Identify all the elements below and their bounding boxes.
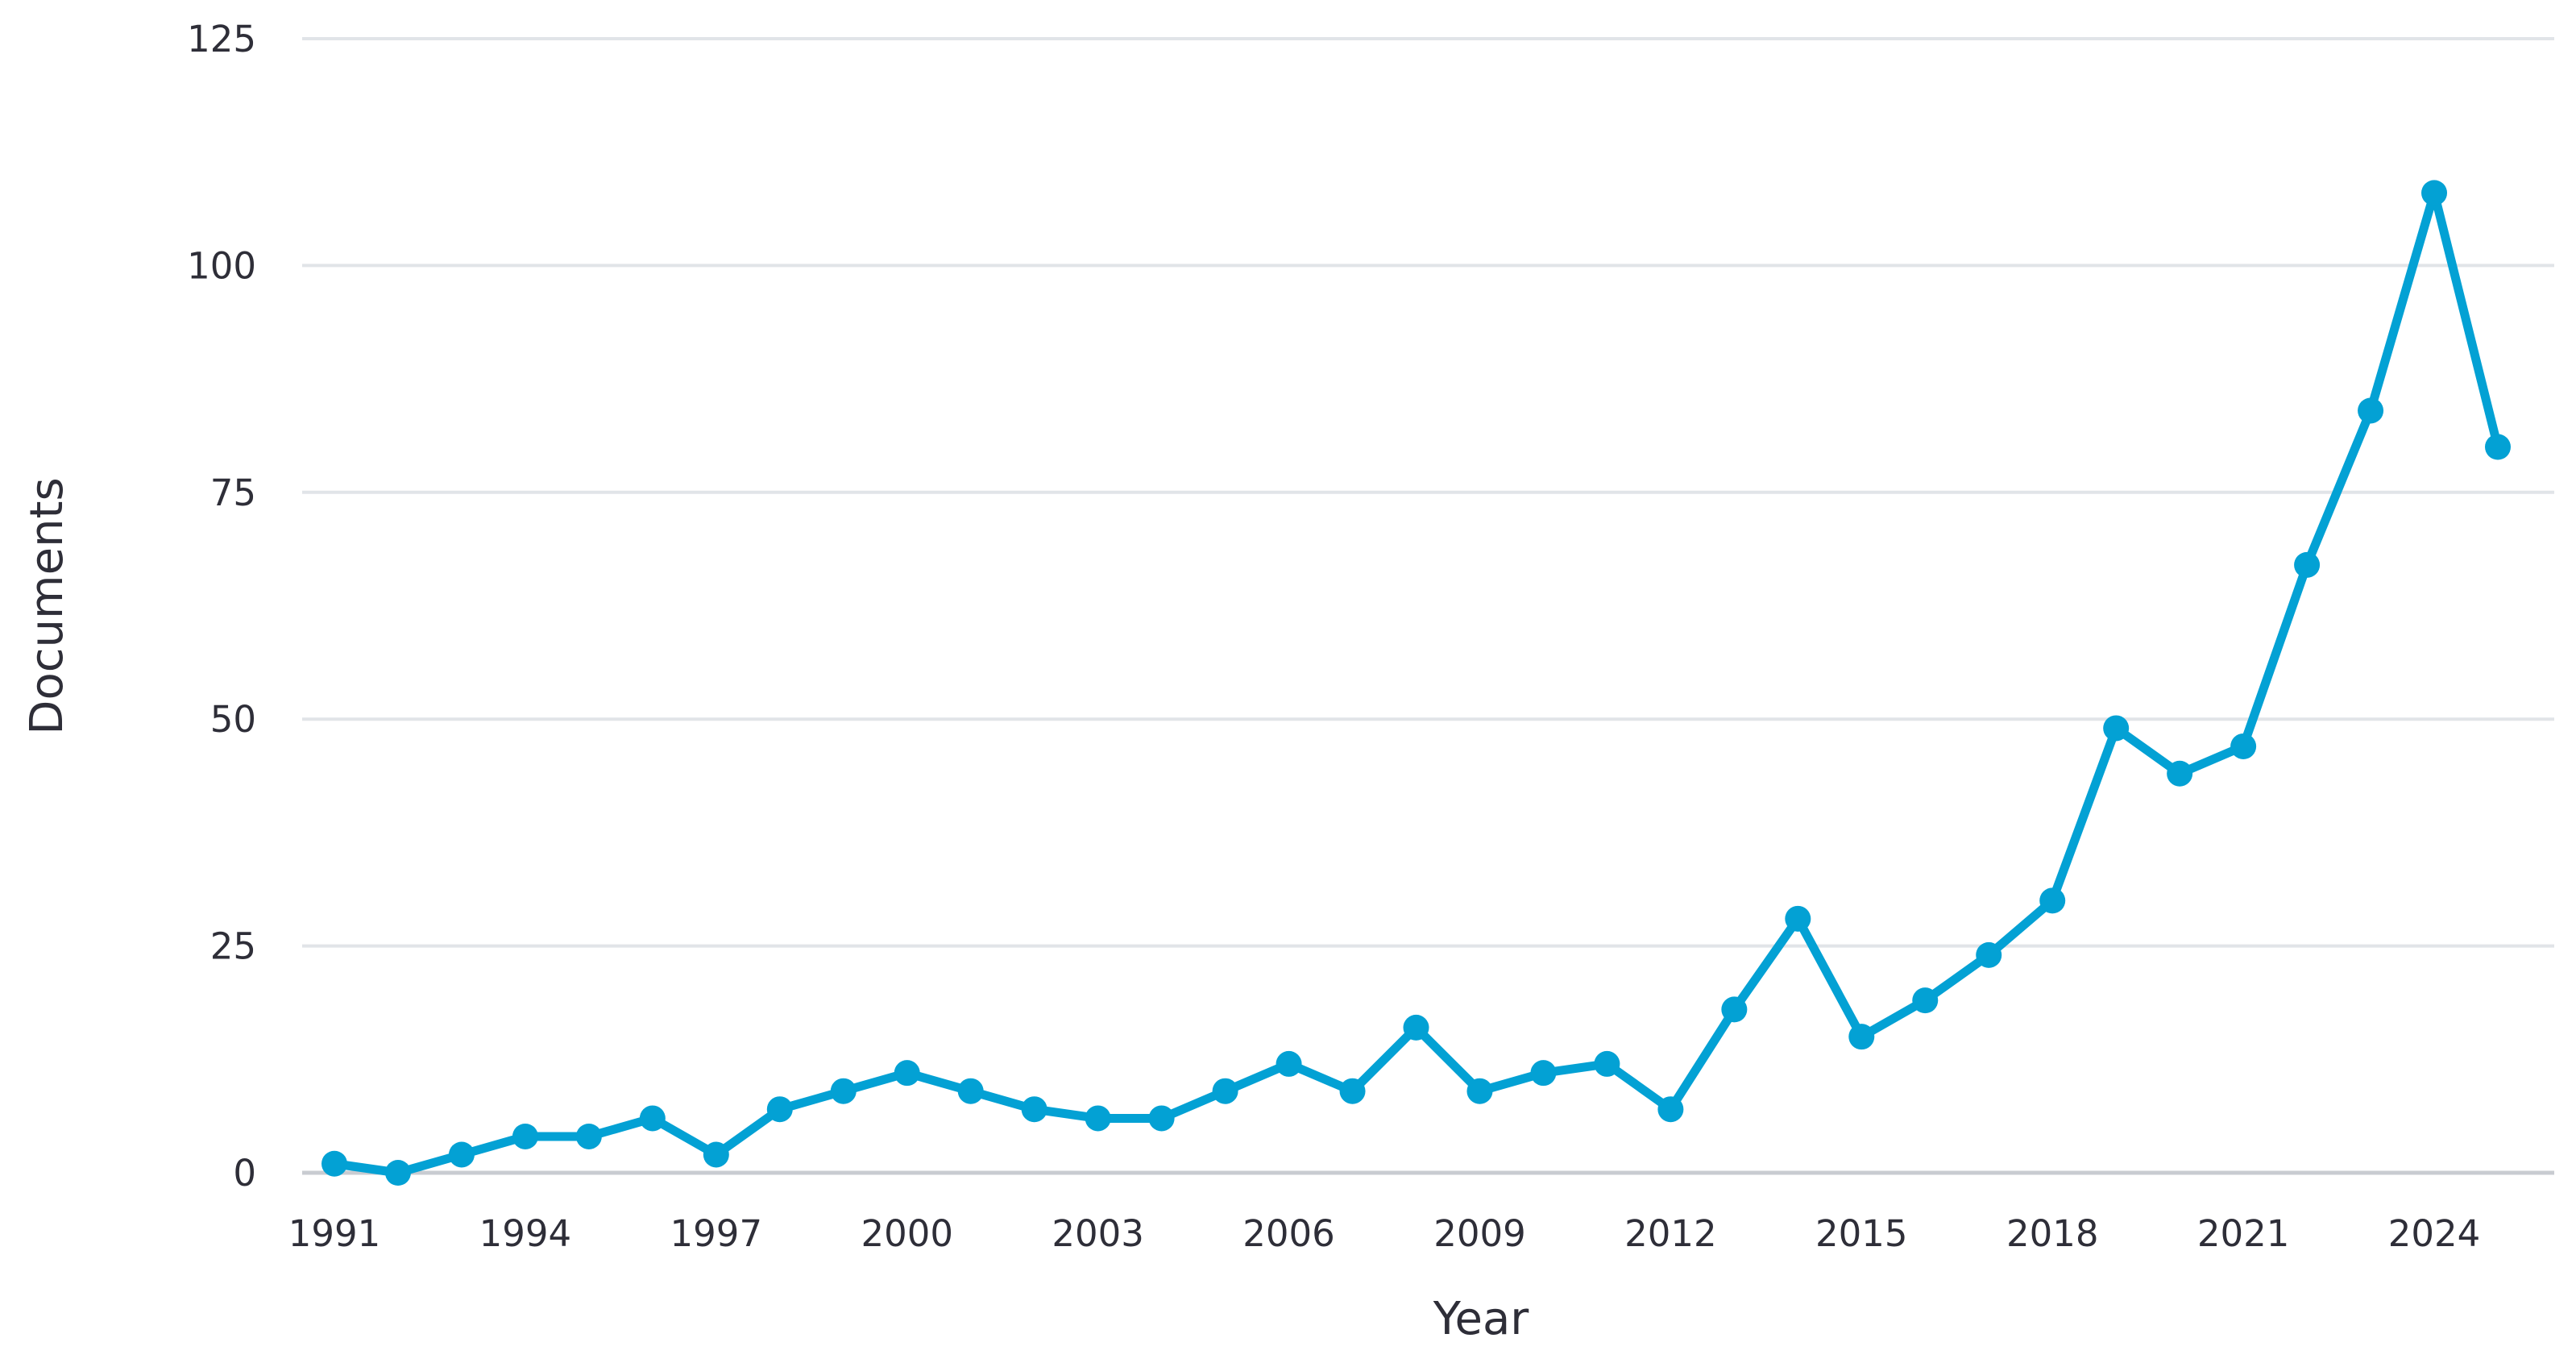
data-point <box>575 1123 602 1149</box>
data-point <box>1530 1060 1557 1087</box>
data-point <box>321 1150 347 1177</box>
x-axis-ticks: 1991 1994 1997 2000 2003 2006 2009 2012 2015 2018… <box>288 1212 2481 1255</box>
data-point <box>703 1141 729 1168</box>
data-point <box>830 1078 857 1104</box>
data-point <box>1785 905 1811 932</box>
data-point <box>448 1141 475 1168</box>
y-axis-ticks: 0 25 50 75 100 125 <box>187 18 256 1195</box>
y-axis-title: Documents <box>21 477 73 734</box>
x-tick-label: 2018 <box>2006 1212 2099 1255</box>
y-tick-label: 0 <box>233 1152 256 1195</box>
x-tick-label: 2024 <box>2388 1212 2481 1255</box>
y-tick-label: 25 <box>210 925 256 968</box>
x-tick-label: 2003 <box>1052 1212 1144 1255</box>
x-tick-label: 1997 <box>670 1212 763 1255</box>
data-point <box>957 1078 984 1104</box>
data-point <box>1976 941 2002 968</box>
gridlines <box>302 37 2554 1175</box>
x-tick-label: 2021 <box>2197 1212 2290 1255</box>
data-point <box>1021 1096 1047 1123</box>
x-tick-label: 2015 <box>1815 1212 1908 1255</box>
data-point <box>2485 434 2511 460</box>
y-tick-label: 125 <box>187 18 256 60</box>
data-point <box>2421 180 2448 206</box>
x-tick-label: 2006 <box>1242 1212 1335 1255</box>
x-tick-label: 1991 <box>288 1212 381 1255</box>
x-tick-label: 1994 <box>479 1212 572 1255</box>
data-point <box>894 1060 920 1087</box>
data-point <box>2358 397 2384 424</box>
y-tick-label: 100 <box>187 244 256 287</box>
data-point <box>639 1105 666 1132</box>
x-tick-label: 2012 <box>1624 1212 1717 1255</box>
data-point <box>1848 1024 1875 1050</box>
data-point <box>1212 1078 1238 1104</box>
data-point <box>1657 1096 1684 1123</box>
data-point <box>2039 887 2066 914</box>
data-point <box>1912 987 1939 1014</box>
data-point <box>2103 715 2130 742</box>
series-layer <box>321 180 2511 1186</box>
x-tick-label: 2009 <box>1433 1212 1526 1255</box>
y-tick-label: 75 <box>210 472 256 514</box>
data-point <box>766 1096 793 1123</box>
data-point <box>1276 1050 1302 1077</box>
data-point <box>1594 1050 1620 1077</box>
data-point <box>2167 760 2193 787</box>
data-point <box>1148 1105 1175 1132</box>
data-point <box>1403 1014 1429 1041</box>
data-point <box>512 1123 538 1149</box>
y-tick-label: 50 <box>210 698 256 741</box>
data-point <box>1466 1078 1493 1104</box>
data-point <box>2230 733 2257 759</box>
data-point <box>2294 551 2321 578</box>
data-point <box>1721 996 1748 1023</box>
data-point <box>384 1160 411 1186</box>
x-axis-title: Year <box>1433 1293 1530 1345</box>
x-tick-label: 2000 <box>861 1212 953 1255</box>
data-point <box>1339 1078 1366 1104</box>
data-point <box>1085 1105 1111 1132</box>
